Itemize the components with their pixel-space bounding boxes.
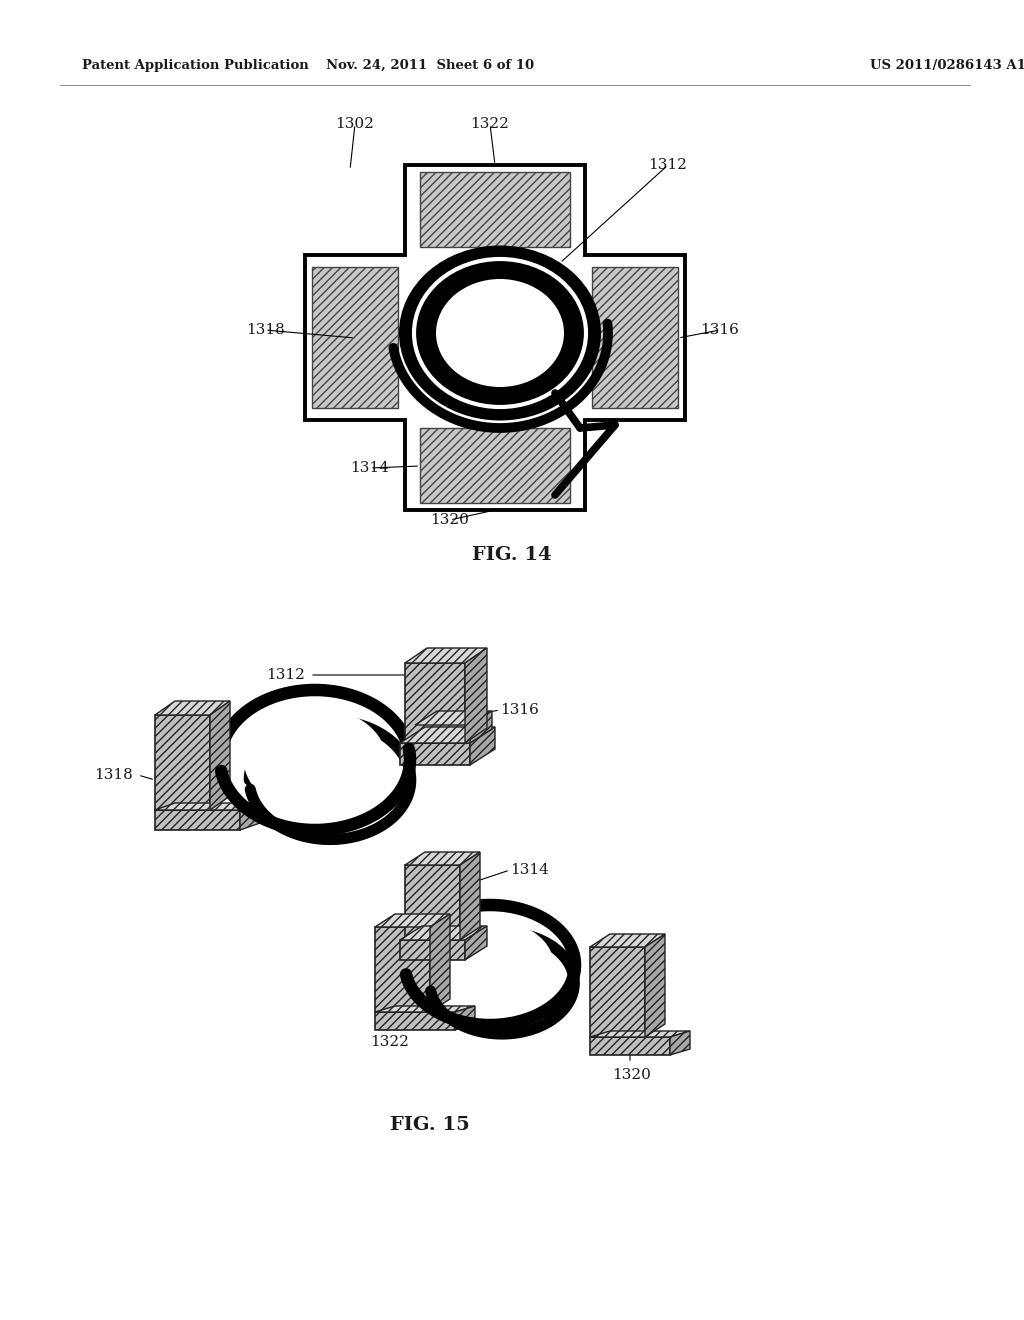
Polygon shape: [430, 913, 450, 1012]
Text: 1312: 1312: [648, 158, 687, 172]
Polygon shape: [400, 927, 487, 940]
Polygon shape: [465, 648, 487, 743]
Ellipse shape: [446, 944, 557, 1022]
Polygon shape: [375, 1006, 475, 1012]
Text: 1312: 1312: [266, 668, 305, 682]
Ellipse shape: [436, 279, 564, 387]
Text: 1322: 1322: [371, 1035, 410, 1049]
Polygon shape: [592, 267, 678, 408]
Ellipse shape: [244, 708, 386, 813]
Polygon shape: [670, 1031, 690, 1055]
Polygon shape: [590, 1031, 690, 1038]
Polygon shape: [240, 803, 260, 830]
Polygon shape: [470, 727, 495, 766]
Polygon shape: [590, 935, 665, 946]
Text: 1318: 1318: [246, 323, 285, 337]
Text: 1320: 1320: [430, 513, 469, 527]
Polygon shape: [420, 172, 570, 247]
Polygon shape: [312, 267, 398, 408]
Text: Patent Application Publication: Patent Application Publication: [82, 58, 309, 71]
Text: 1316: 1316: [700, 323, 739, 337]
Polygon shape: [155, 810, 240, 830]
Polygon shape: [460, 851, 480, 940]
Text: 1318: 1318: [94, 768, 133, 781]
Text: FIG. 15: FIG. 15: [390, 1115, 470, 1134]
Polygon shape: [590, 946, 645, 1038]
Text: Nov. 24, 2011  Sheet 6 of 10: Nov. 24, 2011 Sheet 6 of 10: [326, 58, 535, 71]
Text: US 2011/0286143 A1: US 2011/0286143 A1: [870, 58, 1024, 71]
Polygon shape: [420, 428, 570, 503]
Polygon shape: [465, 927, 487, 960]
Text: 1320: 1320: [612, 1068, 651, 1082]
Polygon shape: [470, 711, 492, 743]
Polygon shape: [645, 935, 665, 1038]
Polygon shape: [155, 701, 230, 715]
Polygon shape: [155, 803, 260, 810]
Text: 1316: 1316: [500, 704, 539, 717]
Text: 1322: 1322: [471, 117, 509, 131]
Polygon shape: [375, 913, 450, 927]
Ellipse shape: [399, 246, 601, 421]
Ellipse shape: [268, 734, 392, 825]
Polygon shape: [406, 851, 480, 865]
Polygon shape: [375, 927, 430, 1012]
Polygon shape: [590, 1038, 670, 1055]
Text: FIG. 14: FIG. 14: [472, 546, 552, 564]
Text: 1302: 1302: [336, 117, 375, 131]
Polygon shape: [455, 1006, 475, 1030]
Polygon shape: [400, 727, 495, 743]
Polygon shape: [406, 663, 465, 743]
Text: 1314: 1314: [350, 461, 389, 475]
Polygon shape: [400, 940, 465, 960]
Polygon shape: [375, 1012, 455, 1030]
Polygon shape: [305, 165, 685, 510]
Polygon shape: [210, 701, 230, 810]
Polygon shape: [400, 743, 470, 766]
Text: 1314: 1314: [510, 863, 549, 876]
Polygon shape: [155, 715, 210, 810]
Polygon shape: [406, 865, 460, 940]
Ellipse shape: [426, 920, 554, 1010]
Polygon shape: [415, 725, 470, 743]
Polygon shape: [406, 648, 487, 663]
Polygon shape: [415, 711, 492, 725]
